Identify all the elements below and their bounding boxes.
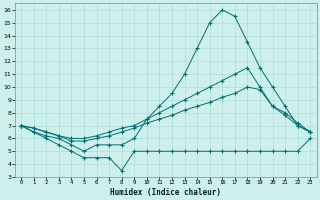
X-axis label: Humidex (Indice chaleur): Humidex (Indice chaleur) bbox=[110, 188, 221, 197]
